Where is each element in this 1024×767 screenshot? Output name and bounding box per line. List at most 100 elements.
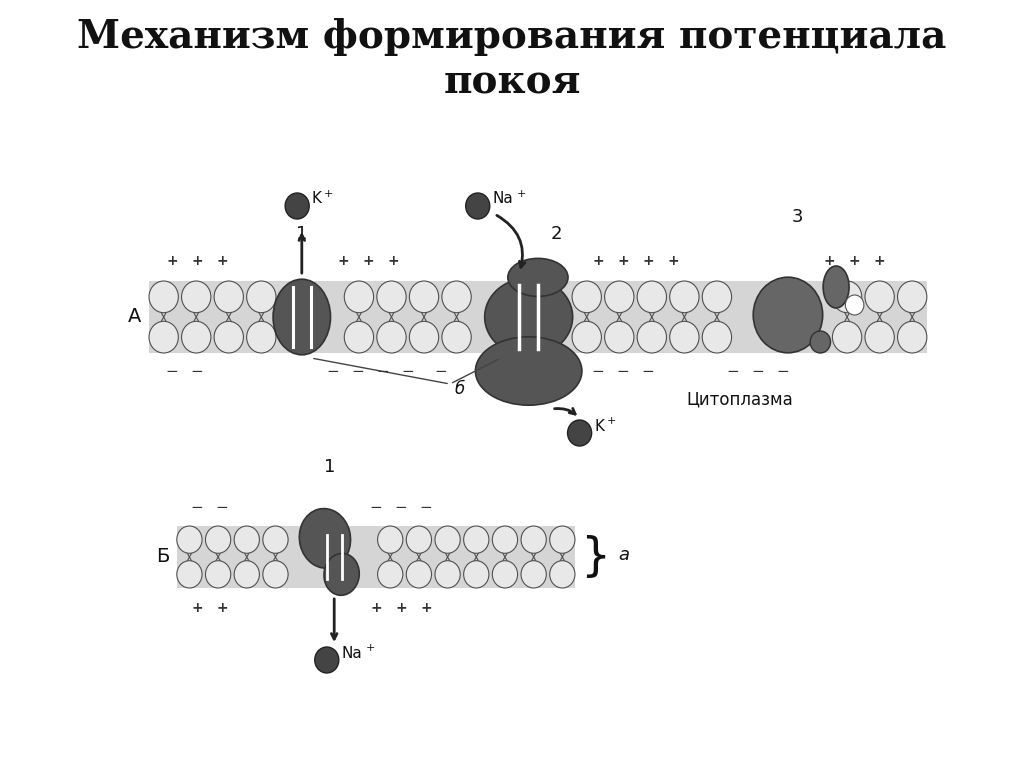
Circle shape [263,526,288,553]
Circle shape [702,321,731,353]
Circle shape [410,321,438,353]
Text: +: + [338,254,349,268]
Text: Механизм формирования потенциала: Механизм формирования потенциала [78,18,946,56]
Bar [150,281,927,353]
Text: −: − [376,364,389,378]
Text: +: + [166,254,178,268]
Circle shape [464,561,488,588]
Text: }: } [580,535,609,580]
Circle shape [846,295,864,315]
Text: а: а [618,546,630,564]
Text: −: − [190,364,204,378]
Circle shape [407,561,431,588]
Circle shape [234,561,259,588]
Circle shape [263,561,288,588]
Text: K: K [312,192,322,206]
Circle shape [206,526,230,553]
Circle shape [234,526,259,553]
Circle shape [177,526,202,553]
Text: +: + [370,601,382,615]
Circle shape [377,321,407,353]
Text: −: − [394,501,408,515]
Circle shape [410,281,438,313]
Text: б: б [455,380,465,398]
Circle shape [214,321,244,353]
Text: покоя: покоя [443,63,581,101]
Text: +: + [191,601,203,615]
Ellipse shape [484,278,572,356]
Text: 1: 1 [324,458,335,476]
Circle shape [435,526,460,553]
Circle shape [637,321,667,353]
Circle shape [493,526,517,553]
Text: −: − [166,364,178,378]
Text: +: + [823,254,836,268]
Circle shape [637,281,667,313]
Text: +: + [216,601,228,615]
Text: +: + [517,189,526,199]
Circle shape [247,321,276,353]
Ellipse shape [475,337,582,405]
Text: +: + [420,601,432,615]
Text: −: − [401,364,414,378]
Ellipse shape [823,266,849,308]
Text: +: + [617,254,629,268]
Text: +: + [216,254,228,268]
Circle shape [314,647,339,673]
Circle shape [572,281,601,313]
Text: А: А [128,308,141,327]
Circle shape [378,561,402,588]
Circle shape [377,281,407,313]
Text: 3: 3 [792,208,803,226]
Text: −: − [751,364,764,378]
Circle shape [550,561,574,588]
Text: +: + [366,643,375,653]
Text: −: − [326,364,339,378]
Circle shape [464,526,488,553]
Circle shape [466,193,489,219]
Circle shape [833,321,862,353]
Circle shape [177,561,202,588]
Text: K: K [594,419,604,433]
Circle shape [150,321,178,353]
Bar [177,526,574,588]
Ellipse shape [299,509,350,568]
Circle shape [206,561,230,588]
Circle shape [344,281,374,313]
Text: +: + [606,416,615,426]
Text: −: − [776,364,788,378]
Circle shape [521,561,546,588]
Circle shape [865,281,894,313]
Text: +: + [668,254,679,268]
Circle shape [865,321,894,353]
Circle shape [181,321,211,353]
Circle shape [378,526,402,553]
Circle shape [702,281,731,313]
Ellipse shape [810,331,830,353]
Circle shape [604,321,634,353]
Text: −: − [420,501,432,515]
Circle shape [181,281,211,313]
Text: +: + [642,254,654,268]
Circle shape [214,281,244,313]
Ellipse shape [273,279,331,355]
Circle shape [442,321,471,353]
Circle shape [493,561,517,588]
Ellipse shape [508,258,568,296]
Text: Na: Na [342,646,362,660]
Text: +: + [362,254,375,268]
Text: 2: 2 [551,225,562,243]
Text: +: + [388,254,399,268]
Circle shape [604,281,634,313]
Circle shape [521,526,546,553]
Circle shape [247,281,276,313]
Text: −: − [592,364,604,378]
Circle shape [897,281,927,313]
Circle shape [435,561,460,588]
Text: Na: Na [493,192,513,206]
Text: +: + [592,254,604,268]
Text: −: − [190,501,204,515]
Ellipse shape [754,277,822,353]
Circle shape [407,526,431,553]
Circle shape [150,281,178,313]
